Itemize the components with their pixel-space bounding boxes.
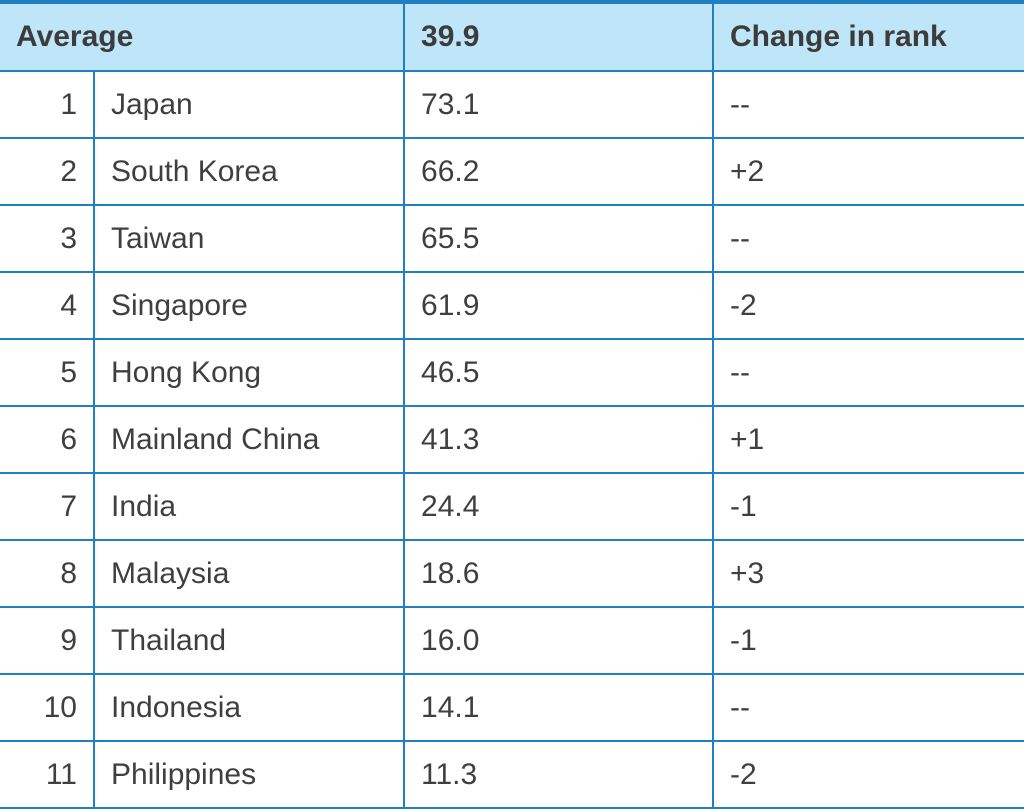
table-row: 1 Japan 73.1 -- (0, 71, 1024, 139)
rank-cell: 5 (0, 339, 95, 407)
table-row: 11 Philippines 11.3 -2 (0, 741, 1024, 809)
change-in-rank-cell: -2 (713, 272, 1024, 340)
table-row: 2 South Korea 66.2 +2 (0, 138, 1024, 206)
change-in-rank-cell: -- (713, 674, 1024, 742)
change-in-rank-cell: +1 (713, 406, 1024, 474)
country-cell: Thailand (94, 607, 406, 675)
rank-cell: 8 (0, 540, 95, 608)
change-in-rank-cell: -1 (713, 473, 1024, 541)
value-cell: 18.6 (404, 540, 715, 608)
rank-cell: 10 (0, 674, 95, 742)
table-row: 3 Taiwan 65.5 -- (0, 205, 1024, 273)
value-cell: 66.2 (404, 138, 715, 206)
country-cell: South Korea (94, 138, 406, 206)
country-cell: Japan (94, 71, 406, 139)
country-cell: Philippines (94, 741, 406, 809)
country-cell: Mainland China (94, 406, 406, 474)
value-cell: 11.3 (404, 741, 715, 809)
table-row: 5 Hong Kong 46.5 -- (0, 339, 1024, 407)
value-cell: 24.4 (404, 473, 715, 541)
change-in-rank-cell: +2 (713, 138, 1024, 206)
value-cell: 73.1 (404, 71, 715, 139)
value-cell: 16.0 (404, 607, 715, 675)
change-in-rank-cell: -1 (713, 607, 1024, 675)
change-in-rank-cell: +3 (713, 540, 1024, 608)
value-cell: 65.5 (404, 205, 715, 273)
country-cell: India (94, 473, 406, 541)
rank-cell: 6 (0, 406, 95, 474)
rank-cell: 9 (0, 607, 95, 675)
country-cell: Singapore (94, 272, 406, 340)
country-cell: Malaysia (94, 540, 406, 608)
table-header-row: Average 39.9 Change in rank (0, 4, 1024, 72)
rank-cell: 11 (0, 741, 95, 809)
rank-cell: 2 (0, 138, 95, 206)
table-row: 8 Malaysia 18.6 +3 (0, 540, 1024, 608)
header-average-label: Average (0, 4, 406, 72)
country-cell: Taiwan (94, 205, 406, 273)
table-row: 6 Mainland China 41.3 +1 (0, 406, 1024, 474)
rank-cell: 7 (0, 473, 95, 541)
change-in-rank-cell: -- (713, 339, 1024, 407)
table-row: 10 Indonesia 14.1 -- (0, 674, 1024, 742)
ranking-table: Average 39.9 Change in rank 1 Japan 73.1 --… (0, 4, 1024, 809)
change-in-rank-cell: -- (713, 205, 1024, 273)
country-cell: Indonesia (94, 674, 406, 742)
rank-cell: 3 (0, 205, 95, 273)
header-change-in-rank: Change in rank (713, 4, 1024, 72)
value-cell: 41.3 (404, 406, 715, 474)
change-in-rank-cell: -- (713, 71, 1024, 139)
table-row: 4 Singapore 61.9 -2 (0, 272, 1024, 340)
rank-cell: 4 (0, 272, 95, 340)
rank-cell: 1 (0, 71, 95, 139)
top-rule (0, 0, 1024, 4)
value-cell: 61.9 (404, 272, 715, 340)
value-cell: 14.1 (404, 674, 715, 742)
header-average-value: 39.9 (404, 4, 715, 72)
table-body: 1 Japan 73.1 -- 2 South Korea 66.2 +2 3 Taiwan 65.… (0, 71, 1024, 809)
country-cell: Hong Kong (94, 339, 406, 407)
table-row: 7 India 24.4 -1 (0, 473, 1024, 541)
table-row: 9 Thailand 16.0 -1 (0, 607, 1024, 675)
change-in-rank-cell: -2 (713, 741, 1024, 809)
value-cell: 46.5 (404, 339, 715, 407)
